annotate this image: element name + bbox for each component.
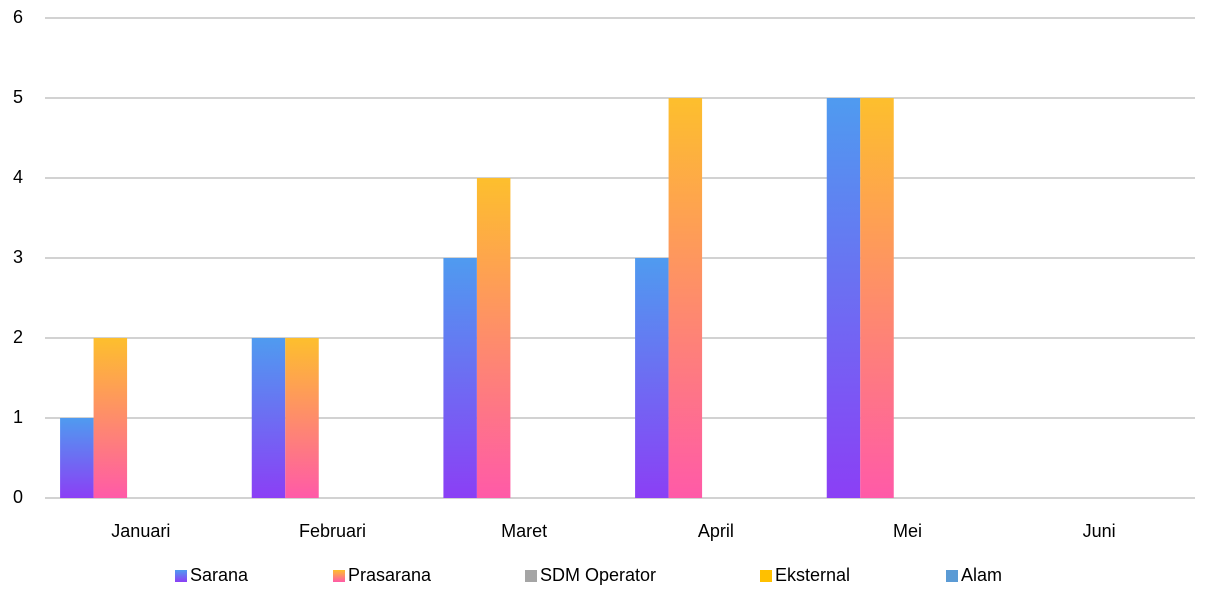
x-tick-label: Mei [893,521,922,541]
legend-label: Prasarana [348,565,432,585]
bar [251,338,286,498]
legend-swatch [525,570,537,582]
y-tick-label: 0 [13,487,23,507]
x-tick-label: April [698,521,734,541]
bar [860,98,894,498]
y-tick-label: 2 [13,327,23,347]
bar [60,418,94,498]
y-tick-label: 3 [13,247,23,267]
legend-swatch [333,570,345,582]
x-tick-label: Juni [1083,521,1116,541]
y-tick-label: 4 [13,167,23,187]
legend-swatch [946,570,958,582]
bar [93,338,128,498]
x-tick-label: Februari [299,521,366,541]
bar [476,178,511,498]
legend-label: Alam [961,565,1002,585]
legend-label: Eksternal [775,565,850,585]
y-tick-label: 5 [13,87,23,107]
legend-swatch [175,570,187,582]
y-tick-label: 1 [13,407,23,427]
x-tick-label: Januari [111,521,170,541]
bar [668,98,703,498]
y-tick-label: 6 [13,7,23,27]
bar [443,258,477,498]
legend-label: Sarana [190,565,249,585]
x-tick-label: Maret [501,521,547,541]
legend-label: SDM Operator [540,565,656,585]
bar [285,338,319,498]
legend-swatch [760,570,772,582]
bar [826,98,861,498]
bar [635,258,669,498]
